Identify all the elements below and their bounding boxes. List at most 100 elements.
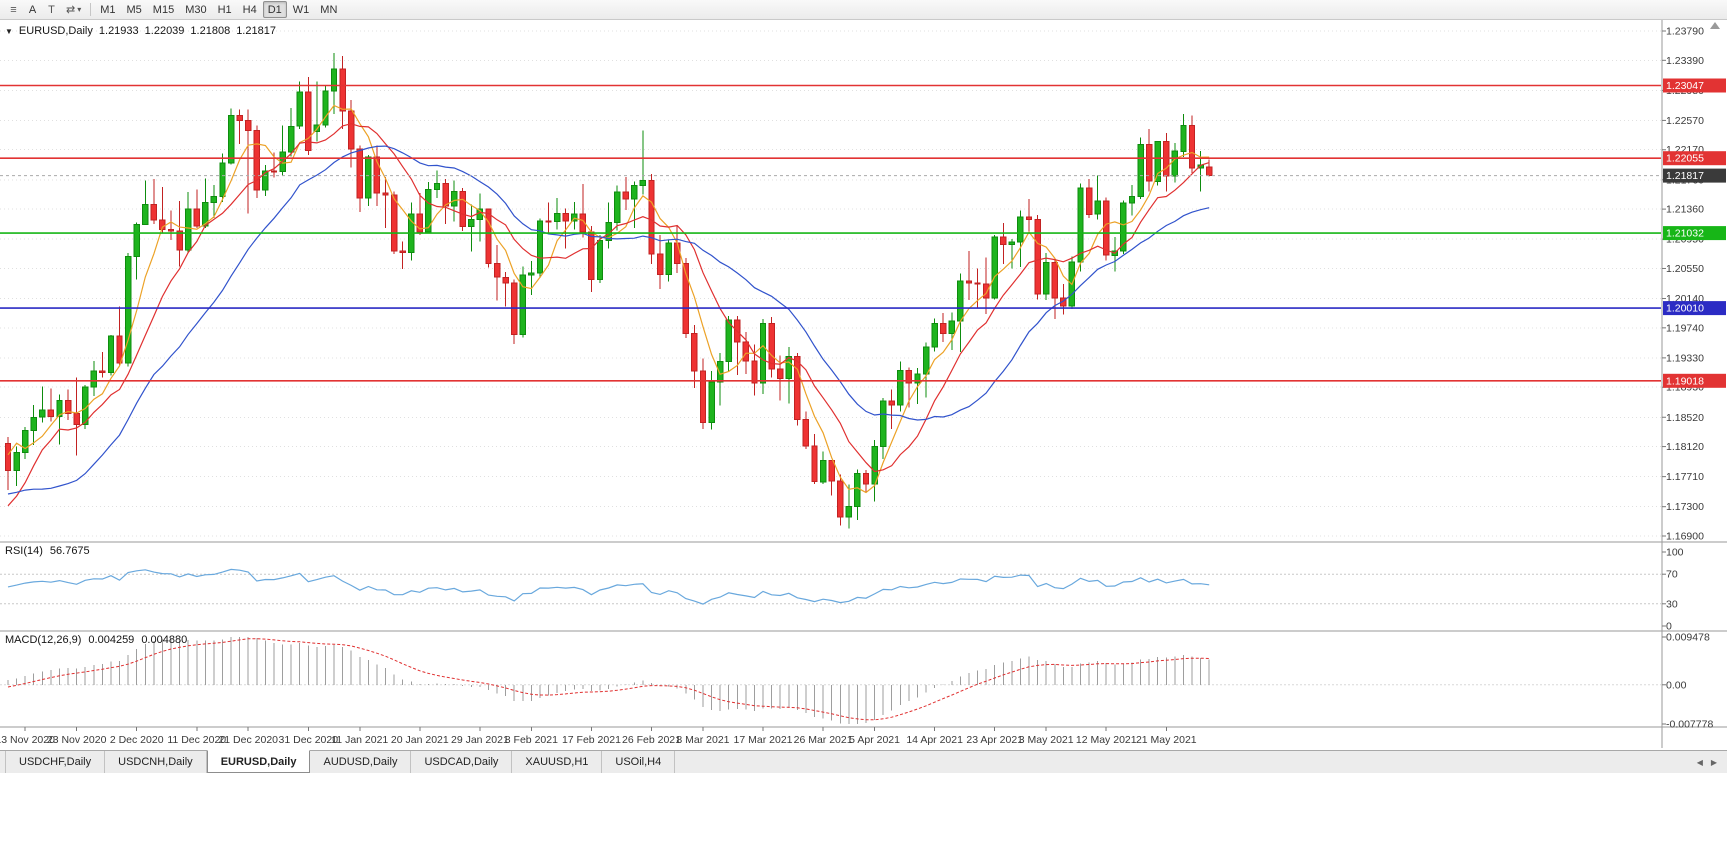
timeframe-button-M15[interactable]: M15: [152, 3, 175, 16]
chart-tab-EURUSD[interactable]: EURUSD,Daily: [206, 750, 311, 773]
price-badge-1.23047: [1663, 78, 1726, 93]
price-badge-1.20010: [1663, 301, 1726, 316]
menu-icon[interactable]: ≡: [10, 3, 17, 16]
svg-text:29 Jan 2021: 29 Jan 2021: [451, 734, 509, 746]
timeframe-button-H4[interactable]: H4: [242, 3, 257, 16]
chart-tab-USDCAD[interactable]: USDCAD,Daily: [411, 751, 513, 773]
toolbar-separator: [90, 3, 92, 16]
ma-line-5: [7, 104, 1210, 494]
candles-layer[interactable]: [4, 53, 1213, 529]
svg-text:0: 0: [1666, 621, 1672, 633]
svg-text:0.009478: 0.009478: [1666, 632, 1710, 644]
svg-text:1.18120: 1.18120: [1666, 441, 1704, 453]
chevron-down-icon: ▾: [77, 5, 82, 14]
svg-text:1.21817: 1.21817: [1666, 170, 1704, 182]
svg-text:1.18520: 1.18520: [1666, 412, 1704, 424]
svg-text:23 Nov 2020: 23 Nov 2020: [47, 734, 107, 746]
price-axis[interactable]: 1.237901.233901.229801.225701.221701.217…: [1662, 26, 1726, 543]
chart-tab-XAUUSD[interactable]: XAUUSD,H1: [512, 751, 603, 773]
macd-name: MACD(12,26,9): [5, 634, 82, 646]
svg-text:17 Feb 2021: 17 Feb 2021: [562, 734, 621, 746]
svg-text:23 Apr 2021: 23 Apr 2021: [966, 734, 1023, 746]
price-grid: [0, 30, 1661, 537]
tab-scroll-controls: ◀ ▶: [1687, 751, 1727, 773]
svg-text:21 Dec 2020: 21 Dec 2020: [218, 734, 278, 746]
bid-price-badge: [1663, 168, 1726, 183]
svg-text:20 Jan 2021: 20 Jan 2021: [391, 734, 449, 746]
macd-signal-value: 0.004880: [141, 634, 188, 646]
svg-text:11 Dec 2020: 11 Dec 2020: [167, 734, 226, 746]
macd-indicator-label: MACD(12,26,9) 0.004259 0.004880: [5, 634, 187, 646]
chart-canvas[interactable]: 1.237901.233901.229801.225701.221701.217…: [0, 20, 1727, 750]
svg-text:17 Mar 2021: 17 Mar 2021: [734, 734, 793, 746]
svg-text:8 Mar 2021: 8 Mar 2021: [676, 734, 729, 746]
svg-text:1.19018: 1.19018: [1666, 375, 1704, 387]
timeframe-button-MN[interactable]: MN: [320, 3, 338, 16]
svg-text:26 Feb 2021: 26 Feb 2021: [622, 734, 681, 746]
text-tool-button[interactable]: T: [48, 3, 55, 16]
cursor-a-button[interactable]: A: [28, 3, 37, 16]
svg-text:1.21032: 1.21032: [1666, 228, 1704, 240]
macd-signal-line: [7, 638, 1210, 721]
svg-text:1.21360: 1.21360: [1666, 204, 1704, 216]
collapse-arrow-icon[interactable]: ▼: [5, 26, 13, 36]
ohlc-open: 1.21933: [98, 25, 139, 37]
symbol-period-label: EURUSD,Daily: [18, 25, 93, 37]
svg-text:1.19330: 1.19330: [1666, 352, 1704, 364]
svg-text:2 Dec 2020: 2 Dec 2020: [110, 734, 164, 746]
price-badge-1.19018: [1663, 373, 1726, 388]
ma-line-10: [7, 123, 1210, 507]
svg-text:1.22570: 1.22570: [1666, 115, 1704, 127]
chart-tab-USDCNH[interactable]: USDCNH,Daily: [105, 751, 207, 773]
svg-text:1.17300: 1.17300: [1666, 501, 1704, 513]
chart-toolbar: ≡ A T ⇄ ▾ M1 M5 M15 M30 H1 H4 D1 W1 MN: [0, 0, 1727, 20]
macd-main-value: 0.004259: [88, 634, 135, 646]
draw-tool-dropdown-button[interactable]: ⇄ ▾: [61, 1, 86, 18]
svg-text:1.22055: 1.22055: [1666, 153, 1704, 165]
chart-shift-marker[interactable]: [1710, 22, 1720, 29]
chart-tabs: USDCHF,Daily USDCNH,Daily EURUSD,Daily AUDU…: [5, 750, 676, 773]
svg-text:5 Apr 2021: 5 Apr 2021: [849, 734, 900, 746]
svg-text:100: 100: [1666, 547, 1684, 559]
timeframe-button-group: M1 M5 M15 M30 H1 H4 D1 W1 MN: [95, 1, 342, 18]
rsi-indicator-label: RSI(14) 56.7675: [5, 545, 90, 557]
rsi-name: RSI(14): [5, 545, 43, 557]
timeframe-button-M1[interactable]: M1: [100, 3, 116, 16]
chart-tab-AUDUSD[interactable]: AUDUSD,Daily: [310, 751, 412, 773]
price-badge-1.21032: [1663, 226, 1726, 241]
svg-text:1.20010: 1.20010: [1666, 303, 1704, 315]
svg-text:1.23047: 1.23047: [1666, 80, 1704, 92]
timeframe-button-M5[interactable]: M5: [126, 3, 142, 16]
timeframe-button-D1[interactable]: D1: [262, 1, 287, 18]
timeframe-button-W1[interactable]: W1: [292, 3, 310, 16]
svg-text:1.23390: 1.23390: [1666, 55, 1704, 67]
svg-text:-0.007778: -0.007778: [1666, 719, 1713, 731]
svg-text:14 Apr 2021: 14 Apr 2021: [906, 734, 963, 746]
svg-text:3 May 2021: 3 May 2021: [1019, 734, 1074, 746]
macd-histogram: [7, 637, 1210, 724]
ohlc-high: 1.22039: [144, 25, 185, 37]
svg-text:0.00: 0.00: [1666, 679, 1687, 691]
svg-text:12 May 2021: 12 May 2021: [1076, 734, 1137, 746]
draw-tool-icon: ⇄: [66, 4, 76, 16]
svg-text:31 Dec 2020: 31 Dec 2020: [279, 734, 339, 746]
svg-text:30: 30: [1666, 598, 1678, 610]
tab-scroll-right-icon[interactable]: ▶: [1710, 757, 1717, 767]
timeframe-button-H1[interactable]: H1: [217, 3, 232, 16]
chart-tab-USOil[interactable]: USOil,H4: [602, 751, 676, 773]
svg-text:1.17710: 1.17710: [1666, 471, 1704, 483]
tab-scroll-left-icon[interactable]: ◀: [1696, 757, 1703, 767]
chart-tab-bar: USDCHF,Daily USDCNH,Daily EURUSD,Daily AUDU…: [0, 750, 1727, 773]
svg-text:13 Nov 2020: 13 Nov 2020: [0, 734, 55, 746]
chart-tab-USDCHF[interactable]: USDCHF,Daily: [5, 751, 106, 773]
timeframe-button-M30[interactable]: M30: [185, 3, 207, 16]
svg-text:11 Jan 2021: 11 Jan 2021: [331, 734, 388, 746]
svg-text:1.20550: 1.20550: [1666, 263, 1704, 275]
svg-text:26 Mar 2021: 26 Mar 2021: [794, 734, 853, 746]
svg-text:8 Feb 2021: 8 Feb 2021: [505, 734, 558, 746]
svg-text:21 May 2021: 21 May 2021: [1136, 734, 1197, 746]
rsi-line: [7, 568, 1210, 605]
chart-title: ▼ EURUSD,Daily 1.21933 1.22039 1.21808 1…: [5, 25, 276, 37]
